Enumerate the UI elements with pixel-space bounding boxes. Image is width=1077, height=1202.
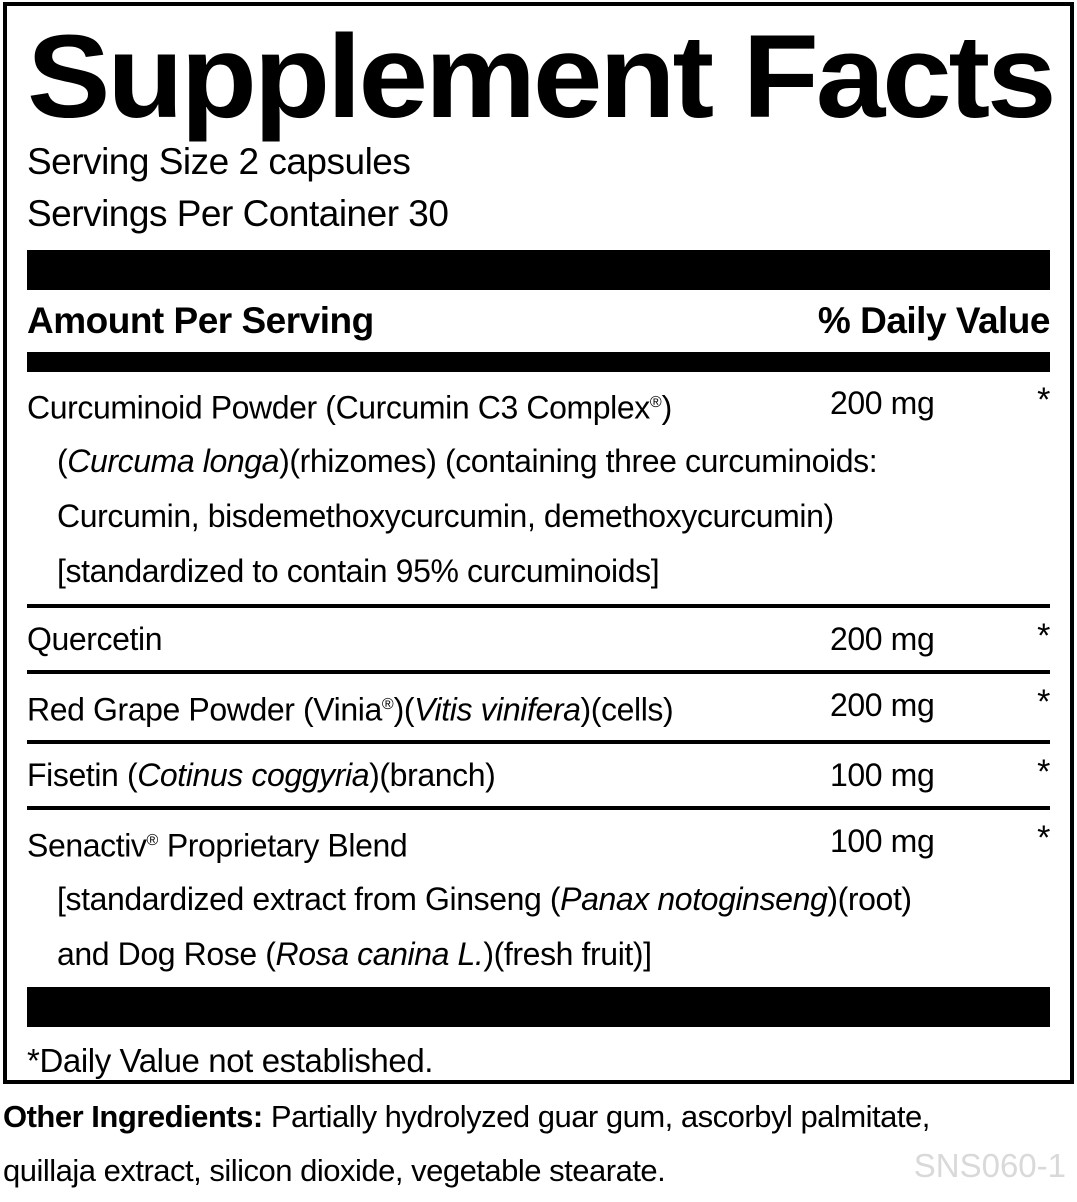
product-code: SNS060-1	[913, 1147, 1066, 1184]
ingredient-detail-line: (Curcuma longa)(rhizomes) (containing th…	[57, 442, 878, 479]
ingredient-daily-value: *	[1037, 682, 1050, 721]
other-ingredients-line-2: quillaja extract, silicon dioxide, veget…	[3, 1153, 666, 1188]
servings-per-container: Servings Per Container 30	[27, 193, 449, 234]
panel-title: Supplement Facts	[27, 11, 1057, 143]
other-ingredients-line-1: Other Ingredients: Partially hydrolyzed …	[3, 1099, 930, 1134]
ingredient-amount: 100 mg	[830, 757, 935, 794]
serving-size: Serving Size 2 capsules	[27, 141, 411, 182]
ingredient-daily-value: *	[1037, 753, 1050, 792]
ingredient-detail-line: [standardized extract from Ginseng (Pana…	[57, 880, 912, 917]
other-ingredients-section: Other Ingredients: Partially hydrolyzed …	[3, 1090, 1074, 1198]
ingredient-row-senactiv: Senactiv® Proprietary Blend 100 mg * [st…	[27, 810, 1050, 987]
ingredient-amount: 200 mg	[830, 686, 935, 723]
ingredient-row-red-grape: Red Grape Powder (Vinia®)(Vitis vinifera…	[27, 674, 1050, 745]
ingredient-name: Fisetin (Cotinus coggyria)(branch)	[27, 757, 496, 794]
ingredient-row-curcuminoid: Curcuminoid Powder (Curcumin C3 Complex®…	[27, 372, 1050, 608]
ingredient-daily-value: *	[1037, 819, 1050, 858]
ingredient-name: Curcuminoid Powder (Curcumin C3 Complex®…	[27, 389, 672, 426]
header-divider-bar	[27, 352, 1050, 372]
bottom-divider-bar	[27, 986, 1050, 1027]
ingredient-main-line: Senactiv® Proprietary Blend 100 mg *	[27, 815, 1050, 872]
ingredient-detail-line: Curcumin, bisdemethoxycurcumin, demethox…	[57, 497, 834, 534]
ingredient-row-quercetin: Quercetin 200 mg *	[27, 608, 1050, 674]
supplement-facts-panel: Supplement Facts Serving Size 2 capsules…	[3, 2, 1074, 1084]
ingredient-name: Senactiv® Proprietary Blend	[27, 827, 408, 864]
daily-value-header: % Daily Value	[817, 300, 1051, 341]
ingredient-amount: 100 mg	[830, 823, 935, 860]
amount-per-serving-header: Amount Per Serving	[27, 300, 374, 341]
ingredient-name: Quercetin	[27, 620, 163, 657]
ingredient-daily-value: *	[1037, 616, 1050, 655]
top-divider-bar	[27, 250, 1050, 290]
ingredient-main-line: Red Grape Powder (Vinia®)(Vitis vinifera…	[27, 679, 1050, 736]
column-headers: Amount Per Serving % Daily Value	[27, 290, 1051, 352]
ingredient-main-line: Curcuminoid Powder (Curcumin C3 Complex®…	[27, 377, 1050, 434]
ingredient-amount: 200 mg	[830, 385, 935, 421]
ingredient-daily-value: *	[1037, 381, 1050, 419]
ingredient-main-line: Quercetin 200 mg *	[27, 613, 1050, 665]
ingredient-detail-line: and Dog Rose (Rosa canina L.)(fresh frui…	[57, 935, 652, 972]
ingredient-main-line: Fisetin (Cotinus coggyria)(branch) 100 m…	[27, 749, 1050, 801]
ingredient-row-fisetin: Fisetin (Cotinus coggyria)(branch) 100 m…	[27, 744, 1050, 811]
ingredient-detail-line: [standardized to contain 95% curcuminoid…	[57, 552, 660, 589]
daily-value-footnote: *Daily Value not established.	[27, 1041, 434, 1079]
ingredient-amount: 200 mg	[830, 620, 935, 657]
ingredient-name: Red Grape Powder (Vinia®)(Vitis vinifera…	[27, 691, 674, 728]
